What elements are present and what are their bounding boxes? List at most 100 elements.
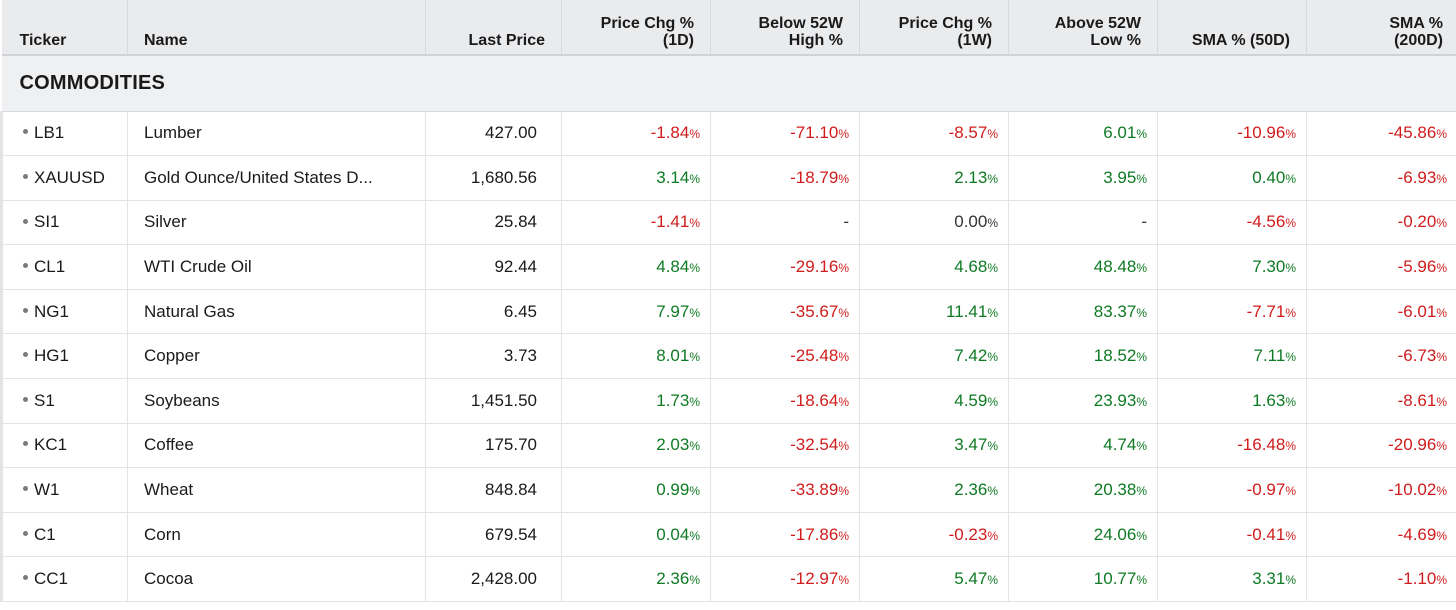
name-cell: Soybeans <box>127 378 426 424</box>
column-header-ticker[interactable]: Ticker <box>1 0 128 56</box>
ticker-cell[interactable]: SI1 <box>0 200 128 246</box>
sma-50d-cell: -0.97% <box>1157 467 1307 513</box>
price-chg-1d-cell: 1.73% <box>561 378 711 424</box>
ticker-cell[interactable]: CL1 <box>0 244 128 290</box>
percent-sign: % <box>987 484 998 499</box>
percent-value: -18.79 <box>790 167 839 187</box>
name-cell: Gold Ounce/United States D... <box>127 155 426 201</box>
below-52w-high-cell: -32.54% <box>710 423 860 469</box>
table-row[interactable]: LB1 Lumber 427.00 -1.84% -71.10% -8.57% 6.01% -… <box>0 111 1456 157</box>
column-header-last-price[interactable]: Last Price <box>425 0 562 56</box>
percent-value: 7.42 <box>954 346 988 366</box>
percent-value: -20.96 <box>1388 435 1437 455</box>
ticker-symbol: S1 <box>34 390 55 410</box>
column-header-price-chg-1d[interactable]: Price Chg % (1D) <box>561 0 711 56</box>
column-header-label: (200D) <box>1394 32 1443 49</box>
price-chg-1w-cell: 4.68% <box>859 244 1009 290</box>
table-row[interactable]: S1 Soybeans 1,451.50 1.73% -18.64% 4.59% 23.93… <box>0 378 1456 424</box>
ticker-cell[interactable]: HG1 <box>0 333 128 380</box>
name-cell: Natural Gas <box>127 289 426 335</box>
table-row[interactable]: CC1 Cocoa 2,428.00 2.36% -12.97% 5.47% 10.77% 3… <box>0 556 1456 603</box>
table-row[interactable]: C1 Corn 679.54 0.04% -17.86% -0.23% 24.06% -0.4… <box>0 512 1456 558</box>
table-row[interactable]: KC1 Coffee 175.70 2.03% -32.54% 3.47% 4.74% -16… <box>0 423 1456 469</box>
percent-value: 2.13 <box>954 167 988 187</box>
name-cell: Lumber <box>127 111 426 157</box>
column-header-price-chg-1w[interactable]: Price Chg % (1W) <box>859 0 1009 56</box>
price-chg-1d-cell: 3.14% <box>561 155 711 201</box>
percent-value: -12.97 <box>790 569 839 589</box>
table-row[interactable]: W1 Wheat 848.84 0.99% -33.89% 2.36% 20.38% -0.9… <box>0 467 1456 513</box>
percent-value: 3.47 <box>954 435 988 455</box>
below-52w-high-cell: -18.64% <box>710 378 860 424</box>
bullet-icon <box>23 575 28 581</box>
ticker-symbol: HG1 <box>34 346 69 366</box>
ticker-cell[interactable]: KC1 <box>0 423 128 469</box>
percent-value: -16.48 <box>1237 435 1286 455</box>
ticker-symbol: CC1 <box>34 569 69 589</box>
percent-value: -17.86 <box>790 524 839 544</box>
above-52w-low-cell: 24.06% <box>1008 512 1158 558</box>
percent-sign: % <box>987 528 998 543</box>
column-header-above-52w-low[interactable]: Above 52W Low % <box>1008 0 1158 56</box>
ticker-cell[interactable]: W1 <box>0 467 128 513</box>
percent-value: 7.11 <box>1253 346 1286 366</box>
percent-sign: % <box>1285 171 1296 186</box>
ticker-cell[interactable]: CC1 <box>0 556 128 603</box>
ticker-cell[interactable]: NG1 <box>0 289 128 335</box>
last-price-cell: 427.00 <box>425 111 562 157</box>
column-header-label: Above 52W <box>1054 15 1141 32</box>
ticker-symbol: NG1 <box>34 301 69 321</box>
name-cell: Corn <box>127 512 426 558</box>
ticker-cell[interactable]: S1 <box>0 378 128 424</box>
column-header-label: Last Price <box>468 32 545 49</box>
price-chg-1w-cell: 11.41% <box>859 289 1009 335</box>
price-chg-1d-cell: -1.84% <box>561 111 711 157</box>
last-price-cell: 25.84 <box>425 200 562 246</box>
percent-value: -25.48 <box>790 346 839 366</box>
below-52w-high-cell: -29.16% <box>710 244 860 290</box>
column-header-sma-200d[interactable]: SMA % (200D) <box>1306 0 1456 56</box>
last-price-cell: 848.84 <box>425 467 562 513</box>
percent-sign: % <box>1436 528 1447 543</box>
table-row[interactable]: NG1 Natural Gas 6.45 7.97% -35.67% 11.41% 83.3… <box>0 289 1456 335</box>
percent-sign: % <box>1285 439 1296 454</box>
below-52w-high-cell: -12.97% <box>710 556 860 603</box>
percent-value: -35.67 <box>790 301 839 321</box>
percent-value: -1.84 <box>650 123 690 143</box>
percent-sign: % <box>689 394 700 409</box>
column-header-sma-50d[interactable]: SMA % (50D) <box>1157 0 1307 56</box>
column-header-name[interactable]: Name <box>127 0 426 56</box>
ticker-symbol: KC1 <box>34 435 68 455</box>
percent-value: - <box>1141 212 1147 232</box>
percent-value: 2.36 <box>656 569 690 589</box>
percent-value: -8.57 <box>948 123 988 143</box>
percent-sign: % <box>1436 216 1447 231</box>
bullet-icon <box>23 530 28 536</box>
table-row[interactable]: CL1 WTI Crude Oil 92.44 4.84% -29.16% 4.68% 48… <box>0 244 1456 290</box>
name-cell: Silver <box>127 200 426 246</box>
percent-sign: % <box>689 261 700 276</box>
percent-value: -6.73 <box>1397 346 1437 366</box>
ticker-cell[interactable]: LB1 <box>0 111 128 157</box>
price-chg-1d-cell: 0.99% <box>561 467 711 513</box>
last-price-cell: 1,451.50 <box>425 378 562 424</box>
ticker-cell[interactable]: XAUUSD <box>0 155 128 201</box>
column-header-label: Low % <box>1090 32 1141 49</box>
table-row[interactable]: HG1 Copper 3.73 8.01% -25.48% 7.42% 18.52% 7.11… <box>0 333 1456 380</box>
above-52w-low-cell: 6.01% <box>1008 111 1158 157</box>
ticker-symbol: XAUUSD <box>34 167 105 187</box>
percent-sign: % <box>838 350 849 365</box>
table-row[interactable]: XAUUSD Gold Ounce/United States D... 1,680… <box>0 155 1456 201</box>
price-chg-1w-cell: 0.00% <box>859 200 1009 246</box>
sma-50d-cell: 7.30% <box>1157 244 1307 290</box>
price-chg-1w-cell: 7.42% <box>859 333 1009 380</box>
column-header-below-52w-high[interactable]: Below 52W High % <box>710 0 860 56</box>
percent-sign: % <box>1285 216 1296 231</box>
percent-value: 2.03 <box>656 435 690 455</box>
name-cell: Cocoa <box>127 556 426 603</box>
sma-200d-cell: -6.73% <box>1306 333 1456 380</box>
percent-value: 0.04 <box>656 524 690 544</box>
ticker-cell[interactable]: C1 <box>0 512 128 558</box>
below-52w-high-cell: -17.86% <box>710 512 860 558</box>
table-row[interactable]: SI1 Silver 25.84 -1.41% -0.00% - -4.56% -0.20% <box>0 200 1456 246</box>
